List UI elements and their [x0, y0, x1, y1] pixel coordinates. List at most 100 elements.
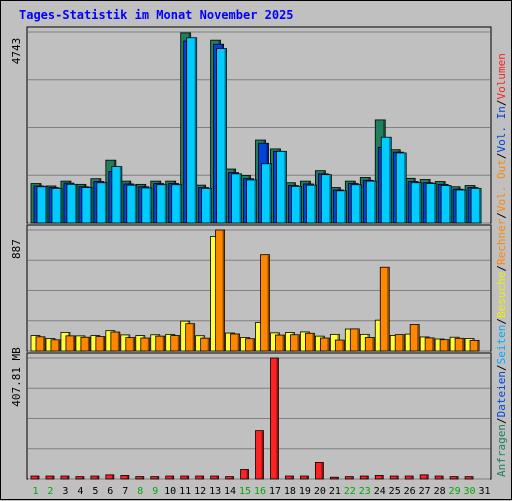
bar-volume-volumen-day-8 [135, 476, 145, 480]
bar-hits-seiten-day-1 [36, 186, 48, 224]
bar-volume-volumen-day-2 [45, 475, 55, 480]
bar-visits-rechner-day-15 [245, 338, 255, 352]
x-tick-label-day-2: 2 [47, 486, 53, 497]
legend-separator: / [495, 265, 508, 272]
x-tick-label-day-19: 19 [299, 486, 311, 497]
bar-visits-rechner-day-27 [424, 337, 435, 352]
bar-volume-volumen-day-10 [165, 475, 175, 480]
bar-visits-rechner-day-2 [50, 339, 61, 352]
bar-volume-volumen-day-30 [464, 476, 474, 480]
bar-visits-rechner-day-10 [170, 335, 181, 352]
x-tick-label-day-9: 9 [152, 486, 158, 497]
legend-separator: / [495, 99, 508, 106]
x-tick-label-day-24: 24 [374, 486, 386, 497]
bar-hits-seiten-day-2 [51, 187, 63, 224]
x-tick-label-day-25: 25 [389, 486, 401, 497]
bar-volume-volumen-day-27 [419, 474, 429, 480]
bar-hits-seiten-day-12 [201, 187, 213, 224]
bar-visits-rechner-day-5 [95, 336, 106, 352]
x-tick-label-day-12: 12 [194, 486, 206, 497]
bar-visits-rechner-day-12 [200, 337, 211, 352]
x-tick-label-day-11: 11 [179, 486, 191, 497]
bar-volume-volumen-day-22 [344, 476, 354, 480]
legend-separator: / [495, 364, 508, 371]
bar-hits-seiten-day-17 [276, 150, 287, 224]
bar-visits-rechner-day-24 [379, 266, 390, 352]
bar-hits-seiten-day-7 [126, 184, 138, 224]
bar-volume-volumen-day-15 [240, 469, 249, 480]
bar-volume-volumen-day-9 [150, 476, 160, 480]
x-tick-label-day-22: 22 [344, 486, 356, 497]
bar-hits-seiten-day-26 [410, 182, 422, 224]
bar-visits-rechner-day-22 [349, 328, 360, 352]
x-tick-label-day-23: 23 [359, 486, 371, 497]
bar-volume-volumen-day-7 [120, 475, 130, 480]
y-max-label-hits: 4743 [10, 38, 23, 65]
bar-visits-rechner-day-7 [125, 337, 136, 352]
bar-volume-volumen-day-13 [210, 475, 220, 480]
x-tick-label-day-21: 21 [329, 486, 341, 497]
right-legend: Anfragen/Dateien/Seiten/Besuche/Rechner/… [495, 53, 508, 477]
bar-hits-seiten-day-13 [216, 48, 228, 224]
bar-hits-seiten-day-24 [380, 136, 392, 224]
x-tick-label-day-7: 7 [122, 486, 128, 497]
bar-hits-seiten-day-20 [320, 174, 332, 224]
x-tick-label-day-27: 27 [419, 486, 431, 497]
bar-hits-seiten-day-14 [231, 173, 242, 224]
bar-hits-seiten-day-18 [291, 185, 302, 224]
bar-visits-rechner-day-14 [230, 333, 240, 352]
bar-visits-rechner-day-16 [260, 254, 270, 352]
x-tick-label-day-3: 3 [62, 486, 68, 497]
bar-hits-seiten-day-4 [81, 187, 93, 224]
legend-entry-besuche: Besuche [495, 272, 508, 318]
legend-entry-vol-out: Vol. Out [495, 159, 508, 212]
x-tick-label-day-17: 17 [269, 486, 281, 497]
bar-visits-rechner-day-18 [290, 334, 300, 352]
bar-hits-seiten-day-27 [425, 183, 437, 224]
bar-hits-seiten-day-11 [186, 37, 198, 224]
bar-volume-volumen-day-29 [449, 476, 459, 480]
legend-entry-volumen: Volumen [495, 53, 508, 99]
bar-visits-rechner-day-23 [364, 337, 375, 352]
bar-visits-rechner-day-29 [454, 337, 465, 352]
bar-volume-volumen-day-12 [195, 475, 205, 480]
bar-hits-seiten-day-29 [455, 189, 467, 224]
legend-entry-vol-in: Vol. In [495, 106, 508, 152]
bar-visits-rechner-day-19 [305, 332, 315, 352]
bar-hits-seiten-day-30 [470, 187, 482, 224]
bar-hits-seiten-day-9 [156, 184, 168, 224]
bar-volume-volumen-day-19 [300, 475, 309, 480]
bar-volume-volumen-day-3 [60, 475, 70, 480]
bar-hits-seiten-day-15 [246, 179, 257, 224]
bar-visits-rechner-day-11 [185, 323, 196, 352]
bar-visits-rechner-day-13 [215, 229, 226, 352]
bar-volume-volumen-day-26 [404, 475, 414, 480]
x-tick-label-day-8: 8 [137, 486, 143, 497]
bar-volume-volumen-day-14 [225, 476, 234, 480]
bar-volume-volumen-day-28 [434, 475, 444, 480]
bar-visits-rechner-day-26 [409, 324, 420, 352]
legend-entry-rechner: Rechner [495, 218, 508, 265]
x-tick-label-day-6: 6 [107, 486, 113, 497]
x-tick-label-day-31: 31 [478, 486, 490, 497]
bar-hits-seiten-day-21 [335, 190, 347, 224]
x-tick-label-day-18: 18 [284, 486, 296, 497]
bar-volume-volumen-day-20 [314, 461, 324, 480]
x-tick-label-day-5: 5 [92, 486, 98, 497]
bar-hits-seiten-day-6 [111, 166, 123, 224]
x-tick-label-day-13: 13 [209, 486, 221, 497]
bar-visits-rechner-day-3 [65, 335, 76, 352]
bar-visits-rechner-day-6 [110, 331, 121, 352]
legend-entry-seiten: Seiten [495, 325, 508, 365]
y-max-label-volume: 407.81 MB [10, 347, 23, 407]
x-tick-label-day-15: 15 [239, 486, 251, 497]
bar-visits-rechner-day-28 [439, 339, 450, 352]
x-tick-label-day-30: 30 [464, 486, 476, 497]
bar-hits-seiten-day-8 [141, 187, 153, 224]
bar-hits-seiten-day-16 [261, 163, 272, 224]
bar-hits-seiten-day-25 [395, 152, 407, 224]
bar-hits-seiten-day-22 [350, 184, 362, 224]
x-tick-label-day-4: 4 [77, 486, 83, 497]
legend-separator: / [495, 212, 508, 219]
